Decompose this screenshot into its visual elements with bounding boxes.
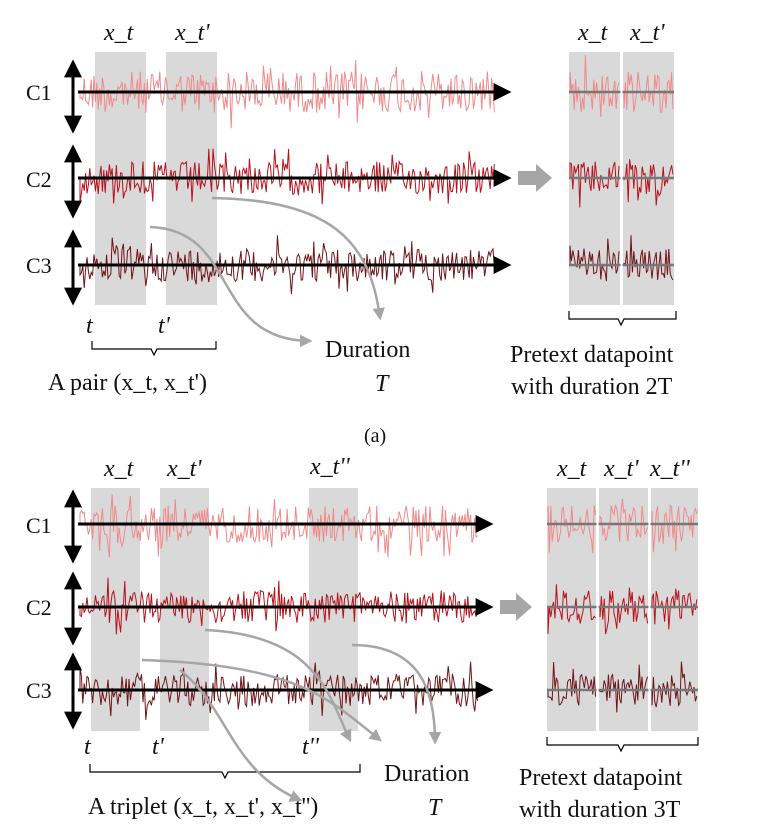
pretext-c2-signal-3: [651, 588, 698, 630]
segment-label-xt: x_t: [103, 20, 135, 46]
time-label-t-prime: t': [152, 734, 165, 760]
pair-brace: [91, 341, 217, 357]
to-pretext-arrow: [518, 164, 552, 192]
pretext-caption-line1: Pretext datapoint: [510, 342, 674, 368]
pretext-segment-label-xt-prime: x_t': [629, 20, 665, 46]
pretext-segment-label-xt: x_t: [577, 20, 609, 46]
segment-label-xt: x_t: [103, 456, 135, 482]
curve-arrow-3: [351, 643, 442, 745]
channel-label-c1: C1: [26, 513, 52, 538]
c1-signal: [79, 494, 478, 558]
pretext-c3-signal-3: [651, 661, 698, 708]
triplet-caption: A triplet (x_t, x_t', x_t''): [88, 794, 318, 820]
channel-label-c3: C3: [26, 678, 52, 703]
pretext-c3-signal-2: [623, 235, 674, 281]
curve-arrow-1: [141, 658, 382, 742]
curve-arrow-2: [204, 628, 352, 743]
duration-label: Duration: [384, 761, 469, 787]
pretext-brace: [568, 311, 677, 327]
duration-label: Duration: [325, 337, 410, 363]
pretext-c2-signal-1: [547, 584, 596, 634]
segment-label-xt-prime: x_t': [174, 20, 210, 46]
time-label-t: t: [86, 313, 94, 339]
c3-signal: [79, 661, 479, 720]
curve-arrow-1: [149, 225, 313, 348]
segment-label-xt-prime: x_t': [166, 456, 202, 482]
time-label-t-prime: t': [158, 313, 171, 339]
pair-caption: A pair (x_t, x_t'): [48, 370, 207, 396]
pretext-c2-signal-2: [599, 587, 649, 635]
panel-label-a: (a): [364, 425, 386, 447]
curve-arrow-2: [211, 196, 385, 321]
triplet-brace: [89, 764, 361, 780]
c2-signal: [79, 577, 479, 635]
segment-label-xt-double-prime: x_t'': [309, 454, 350, 480]
pretext-c2-signal-1: [569, 161, 620, 208]
time-label-t-double-prime: t'': [302, 734, 320, 760]
pretext-c1-signal-1: [569, 55, 620, 117]
duration-symbol: T: [428, 795, 443, 821]
pretext-caption-line1: Pretext datapoint: [519, 765, 683, 791]
pretext-segment-label-xt: x_t: [556, 456, 588, 482]
pretext-c3-signal-2: [599, 664, 649, 713]
pretext-c1-signal-2: [623, 71, 674, 114]
pretext-c1-signal-2: [599, 498, 649, 542]
panel-a: C1 C2 C3 x_t x_t' t t' A pair (x_t, x_t'…: [26, 20, 677, 447]
pretext-caption-line2: with duration 3T: [519, 797, 681, 823]
pretext-segment-label-xt-prime: x_t': [603, 456, 639, 482]
pretext-c3-signal-1: [547, 661, 597, 706]
pretext-brace: [546, 737, 699, 753]
time-label-t: t: [84, 734, 92, 760]
channel-label-c2: C2: [26, 595, 52, 620]
duration-symbol: T: [375, 371, 390, 397]
channel-label-c3: C3: [26, 253, 52, 278]
channel-label-c1: C1: [26, 80, 52, 105]
pretext-c1-signal-1: [547, 505, 597, 554]
pretext-segment-label-xt-double-prime: x_t'': [649, 456, 690, 482]
panel-b: C1 C2 C3 x_t x_t' x_t'' t t' t'' A tripl…: [26, 454, 699, 823]
channel-label-c2: C2: [26, 167, 52, 192]
pretext-caption-line2: with duration 2T: [511, 374, 673, 400]
curve-arrow-4: [179, 669, 303, 802]
to-pretext-arrow: [500, 593, 532, 621]
